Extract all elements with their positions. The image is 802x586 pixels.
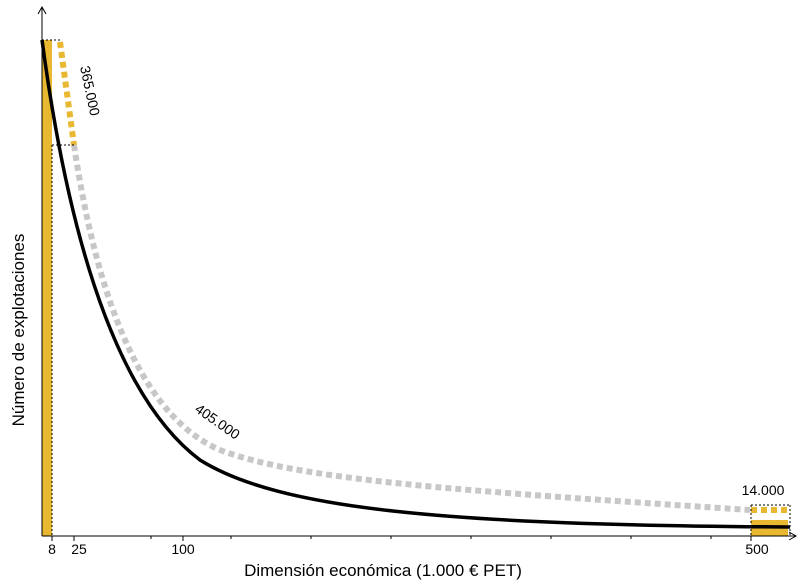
x-tick-label: 100 bbox=[171, 541, 195, 557]
y-axis-arrow bbox=[37, 5, 47, 15]
dashed-yellow-left bbox=[57, 41, 77, 146]
x-tick-label: 25 bbox=[71, 541, 87, 557]
annotation-365000: 365.000 bbox=[77, 64, 103, 117]
x-axis-title: Dimensión económica (1.000 € PET) bbox=[244, 561, 522, 580]
x-tick-label: 8 bbox=[48, 541, 56, 557]
y-axis-title: Número de explotaciones bbox=[9, 234, 28, 427]
x-axis-arrow bbox=[788, 531, 798, 541]
x-tick-label: 500 bbox=[745, 541, 769, 557]
annotation-405000: 405.000 bbox=[192, 400, 243, 442]
dashed-curve bbox=[71, 144, 751, 513]
highlight-bar-left bbox=[42, 40, 52, 536]
x-ticks bbox=[51, 536, 752, 541]
annotation-14000: 14.000 bbox=[742, 482, 785, 498]
guide-lines bbox=[42, 39, 791, 536]
main-curve bbox=[40, 39, 791, 529]
